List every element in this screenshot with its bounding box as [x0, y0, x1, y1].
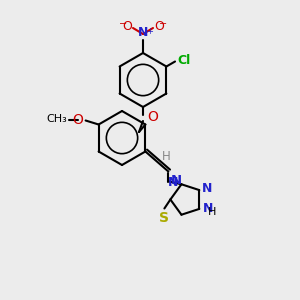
Text: O: O [122, 20, 132, 34]
Text: S: S [159, 212, 170, 226]
Text: +: + [146, 27, 153, 36]
Text: −: − [159, 19, 167, 29]
Text: N: N [168, 176, 178, 189]
Text: N: N [138, 26, 148, 39]
Text: −: − [119, 19, 127, 29]
Text: O: O [147, 110, 158, 124]
Text: O: O [154, 20, 164, 34]
Text: H: H [162, 150, 171, 163]
Text: H: H [208, 207, 217, 217]
Text: N: N [202, 182, 213, 195]
Text: O: O [73, 112, 84, 127]
Text: CH₃: CH₃ [47, 115, 68, 124]
Text: N: N [203, 202, 214, 215]
Text: Cl: Cl [177, 54, 190, 67]
Text: N: N [170, 175, 182, 188]
